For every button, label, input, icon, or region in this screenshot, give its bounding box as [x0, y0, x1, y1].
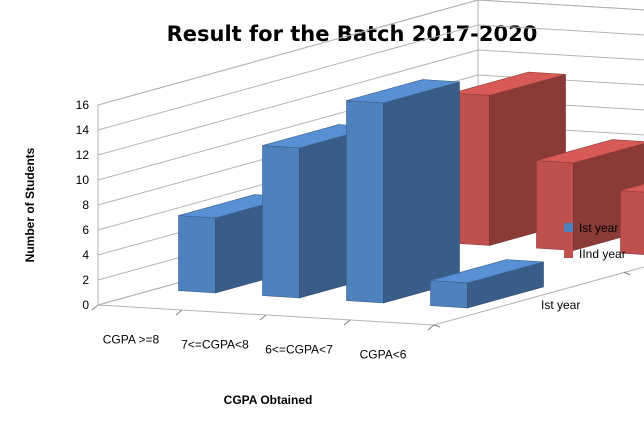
gridline: [97, 49, 644, 156]
depth-tick-mark: [623, 272, 631, 275]
bars: [178, 71, 644, 309]
y-tick-label: 10: [76, 173, 90, 187]
x-tick-mark: [259, 314, 267, 321]
bar-top: [346, 79, 460, 104]
bar-side: [383, 81, 460, 304]
gridline: [97, 74, 644, 181]
depth-tick-mark: [433, 324, 441, 328]
x-tick-mark: [91, 304, 99, 311]
bar-top: [536, 139, 644, 164]
x-tick-label: CGPA<6: [360, 348, 407, 362]
x-tick-label: CGPA >=8: [103, 333, 160, 347]
bar-front: [620, 190, 644, 255]
bar-front: [178, 215, 216, 294]
y-tick-label: 2: [82, 273, 89, 287]
y-tick-label: 14: [76, 123, 90, 137]
y-tick-label: 8: [82, 198, 89, 212]
x-tick-label: 7<=CGPA<8: [181, 338, 249, 352]
y-axis-ticks: 0 2 4 6 8 10 12 14 16: [76, 98, 90, 312]
x-axis-ticks: CGPA >=8 7<=CGPA<8 6<=CGPA<7 CGPA<6: [91, 304, 435, 362]
y-tick-label: 12: [76, 148, 90, 162]
x-tick-label: 6<=CGPA<7: [265, 343, 333, 357]
bar-front: [346, 100, 384, 304]
y-tick-label: 6: [82, 223, 89, 237]
bar-top: [620, 183, 644, 193]
bar-front: [262, 145, 300, 299]
bar-top: [430, 259, 544, 284]
bar: [620, 183, 644, 255]
y-axis-title: Number of Students: [23, 147, 37, 262]
legend-item: IInd year: [564, 247, 626, 261]
depth-axis-ticks: IInd yearIst year: [433, 272, 631, 328]
y-tick-label: 0: [82, 298, 89, 312]
x-tick-mark: [427, 324, 435, 331]
bar-top: [452, 71, 566, 96]
y-tick-label: 16: [76, 98, 90, 112]
bar-front: [536, 160, 574, 251]
legend: Ist year IInd year: [564, 221, 626, 261]
y-tick-label: 4: [82, 248, 89, 262]
legend-label: Ist year: [579, 221, 618, 235]
gridline: [97, 24, 644, 131]
bar: [346, 79, 460, 304]
legend-label: IInd year: [579, 247, 626, 261]
legend-swatch: [564, 223, 573, 232]
gridline: [97, 0, 644, 106]
legend-swatch: [564, 249, 573, 258]
legend-item: Ist year: [564, 221, 618, 235]
x-tick-mark: [175, 309, 183, 316]
x-tick-mark: [343, 319, 351, 326]
back-wall: [477, 0, 644, 211]
bar: [430, 259, 544, 309]
depth-tick-label: Ist year: [541, 298, 580, 312]
bar-front: [430, 280, 468, 309]
x-axis-title: CGPA Obtained: [224, 393, 313, 407]
